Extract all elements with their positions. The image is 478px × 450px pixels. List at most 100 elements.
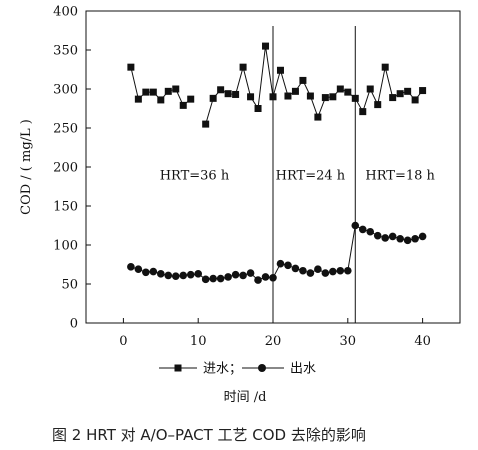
data-point-circle (373, 231, 382, 240)
data-point-square (306, 92, 314, 100)
data-point-circle (149, 267, 158, 276)
data-point-circle (194, 270, 202, 278)
data-point-circle (411, 234, 419, 243)
y-tick-label: 300 (53, 83, 78, 98)
data-point-square (179, 101, 187, 109)
data-point-square (262, 42, 270, 50)
hrt-dividers (272, 26, 356, 323)
data-point-square (411, 96, 419, 104)
legend: 进水； 出水 (159, 362, 316, 377)
hrt-region-label: HRT=24 h (276, 168, 346, 183)
legend-label-influent: 进水； (203, 362, 242, 377)
data-point-circle (314, 265, 322, 273)
data-point-square (314, 113, 322, 121)
data-point-square (329, 93, 337, 101)
data-point-circle (246, 269, 255, 277)
y-tick-label: 350 (53, 44, 78, 59)
data-point-circle (201, 275, 210, 284)
y-tick-label: 400 (53, 5, 78, 20)
y-axis-label: COD / ( mg/L ) (19, 119, 34, 215)
data-point-circle (164, 271, 173, 280)
data-point-circle (239, 271, 247, 280)
data-point-square (389, 94, 397, 102)
data-point-square (299, 76, 307, 84)
y-tick-label: 200 (53, 161, 78, 176)
series-1 (127, 42, 427, 128)
data-point-circle (284, 261, 292, 270)
legend-marker-square (174, 364, 182, 372)
series-layer (127, 42, 427, 284)
data-point-circle (127, 263, 135, 271)
hrt-region-labels: HRT=36 h HRT=24 h HRT=18 h (160, 168, 436, 183)
data-point-square (247, 93, 255, 101)
data-point-square (149, 88, 157, 96)
data-point-square (232, 90, 240, 98)
data-point-circle (186, 270, 195, 279)
data-point-circle (134, 265, 143, 273)
data-point-square (359, 108, 367, 116)
data-point-circle (366, 227, 375, 236)
data-point-circle (291, 264, 300, 273)
data-point-square (172, 85, 180, 93)
data-point-square (202, 120, 210, 128)
data-point-circle (388, 232, 397, 241)
data-point-circle (171, 272, 180, 281)
data-point-square (396, 90, 404, 98)
data-point-square (187, 95, 195, 103)
series-2 (127, 221, 427, 284)
data-point-circle (261, 273, 270, 281)
data-point-circle (351, 221, 360, 230)
data-point-square (321, 94, 329, 102)
x-tick-label: 0 (119, 334, 127, 349)
data-point-circle (418, 232, 427, 241)
data-point-square (142, 88, 150, 96)
data-point-circle (157, 270, 165, 278)
data-point-square (351, 94, 359, 102)
data-point-circle (224, 273, 232, 281)
data-point-circle (254, 276, 262, 284)
data-point-square (127, 63, 135, 71)
data-point-circle (321, 269, 330, 277)
y-tick-label: 50 (61, 278, 78, 293)
data-point-circle (299, 266, 307, 275)
data-point-square (344, 88, 352, 96)
data-point-square (374, 101, 382, 109)
hrt-region-label: HRT=18 h (365, 168, 435, 183)
x-axis-ticks: 0 10 20 30 40 (119, 318, 431, 349)
data-point-circle (276, 259, 285, 268)
data-point-circle (269, 273, 277, 282)
x-tick-label: 40 (414, 334, 431, 349)
data-point-circle (231, 270, 240, 279)
hrt-region-label: HRT=36 h (160, 168, 230, 183)
data-point-square (157, 96, 165, 104)
x-tick-label: 10 (190, 334, 207, 349)
data-point-circle (329, 267, 337, 276)
data-point-square (404, 87, 412, 95)
data-point-square (291, 87, 299, 95)
data-point-circle (209, 274, 217, 283)
legend-label-effluent: 出水 (290, 362, 316, 377)
data-point-square (254, 105, 262, 112)
figure-caption: 图 2 HRT 对 A/O–PACT 工艺 COD 去除的影响 (52, 426, 366, 444)
data-point-square (284, 92, 292, 100)
data-point-square (209, 94, 217, 102)
data-point-circle (336, 266, 345, 275)
data-point-circle (344, 266, 352, 275)
data-point-square (224, 90, 232, 98)
x-tick-label: 20 (265, 334, 282, 349)
data-point-square (239, 63, 247, 71)
data-point-square (336, 85, 344, 93)
data-point-circle (216, 274, 225, 283)
data-point-square (217, 86, 225, 94)
x-tick-label: 30 (340, 334, 357, 349)
data-point-square (134, 95, 142, 103)
data-point-circle (403, 236, 412, 245)
y-tick-label: 100 (53, 239, 78, 254)
legend-marker-circle (258, 364, 266, 372)
data-point-circle (396, 234, 404, 243)
y-tick-label: 0 (70, 317, 78, 332)
y-tick-label: 150 (53, 200, 78, 215)
data-point-square (366, 85, 374, 93)
data-point-circle (179, 271, 188, 280)
